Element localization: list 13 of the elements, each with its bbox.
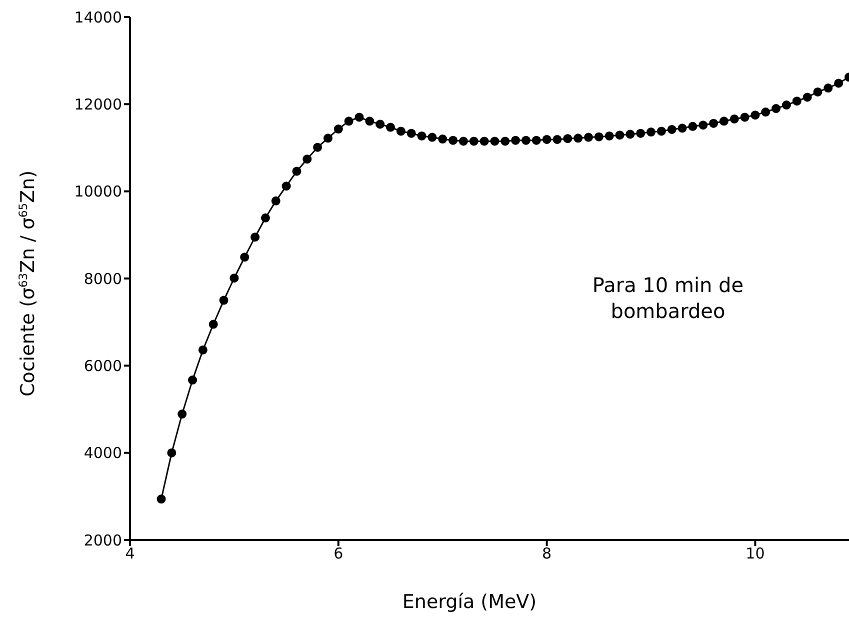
y-tick-label: 14000 [74, 8, 122, 26]
annotation: Para 10 min de bombardeo [591, 272, 745, 324]
y-tick-label: 2000 [84, 531, 122, 550]
y-tick-label: 10000 [74, 182, 122, 201]
x-tick-label: 10 [746, 544, 765, 563]
x-tick-label: 4 [125, 544, 135, 563]
y-tick-label: 4000 [84, 444, 122, 462]
x-tick-label: 6 [334, 544, 344, 563]
x-axis-title: Energía (MeV) [402, 591, 537, 613]
y-tick-label: 8000 [84, 270, 122, 288]
y-tick-label: 6000 [84, 356, 122, 375]
x-tick-label: 8 [542, 544, 552, 563]
y-tick-label: 12000 [74, 95, 122, 114]
